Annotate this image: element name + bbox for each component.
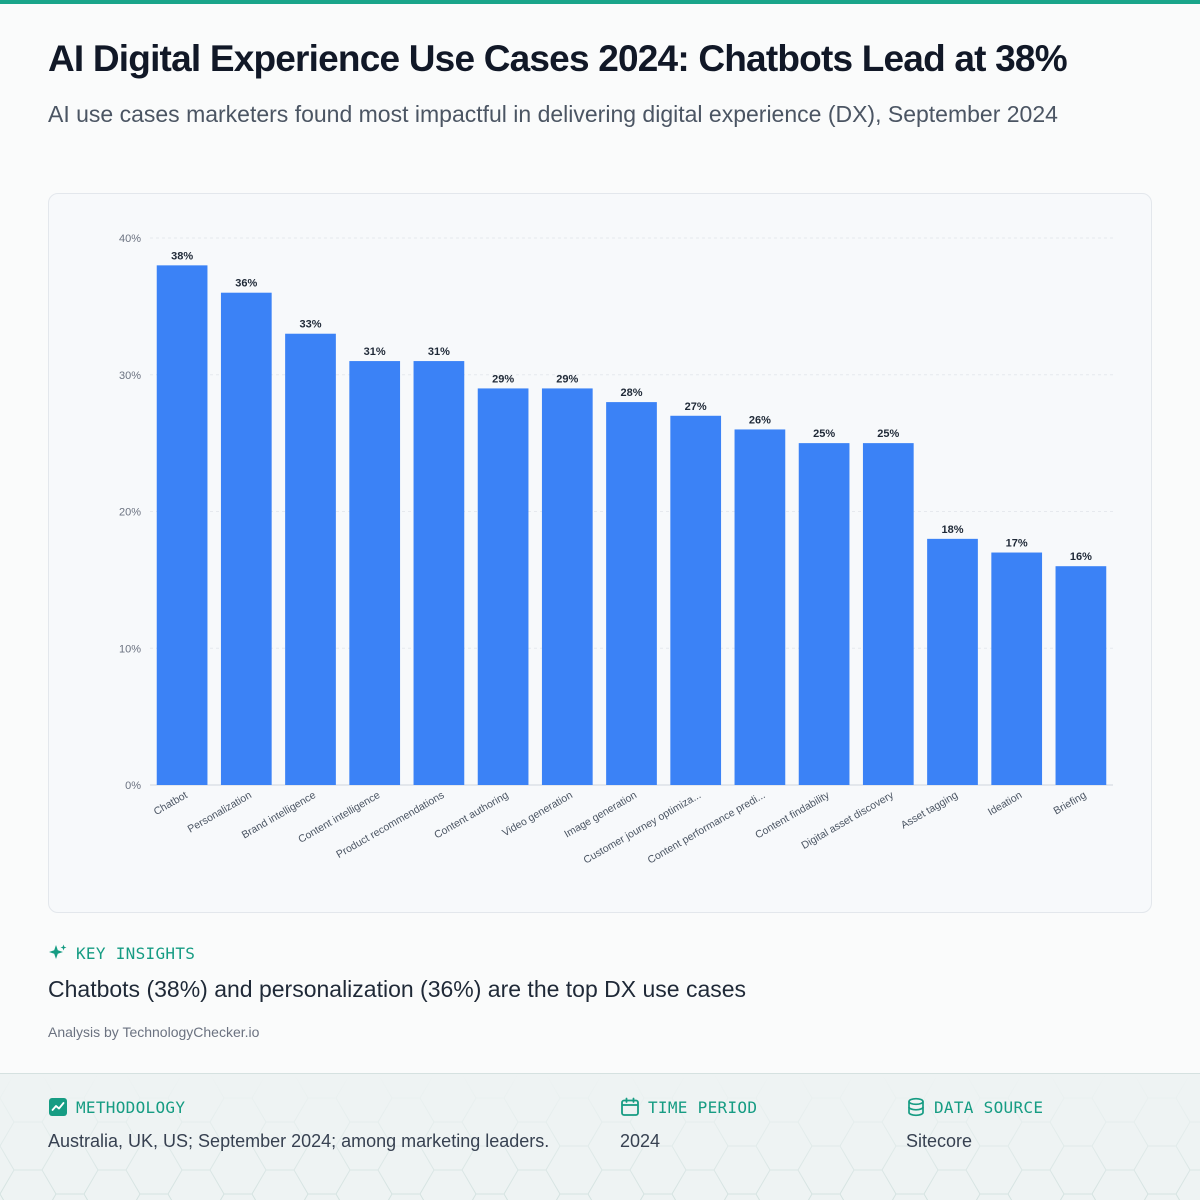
data-source-section: DATA SOURCE Sitecore <box>906 1096 1043 1152</box>
methodology-section: METHODOLOGY Australia, UK, US; September… <box>48 1096 549 1152</box>
x-tick-label: Product recommendations <box>334 789 446 861</box>
bar <box>670 415 722 785</box>
bar-value-label: 31% <box>428 346 450 358</box>
bar-value-label: 29% <box>492 373 514 385</box>
bar-value-label: 36% <box>235 278 257 290</box>
trend-chart-icon <box>49 1098 67 1116</box>
bar <box>285 333 336 785</box>
bar-value-label: 16% <box>1070 551 1092 563</box>
bar <box>798 443 850 785</box>
x-tick-label: Content performance predi... <box>646 789 768 866</box>
chart-card: 0% 10% 20% 30% 40% 38% Chatbot 36% Personalizati… <box>48 193 1152 913</box>
page-subtitle: AI use cases marketers found most impact… <box>48 101 1058 127</box>
calendar-icon <box>621 1097 639 1116</box>
bar-value-label: 25% <box>877 428 899 440</box>
y-tick-label: 40% <box>119 233 141 245</box>
key-insights-label: KEY INSIGHTS <box>76 943 196 963</box>
footer-panel: METHODOLOGY Australia, UK, US; September… <box>0 1073 1200 1200</box>
data-source-value: Sitecore <box>906 1131 973 1151</box>
bar-value-label: 28% <box>620 387 642 399</box>
bar <box>1055 566 1107 785</box>
hexagon-pattern-decoration <box>0 1074 1200 1200</box>
sparkle-icon <box>49 944 67 959</box>
bar <box>927 538 978 785</box>
key-insights-header: KEY INSIGHTS <box>48 942 195 964</box>
bar-value-label: 17% <box>1006 538 1028 550</box>
top-accent-rule <box>0 0 1200 4</box>
bar <box>156 265 208 786</box>
bar <box>220 292 272 785</box>
bar <box>734 429 786 785</box>
bar <box>862 443 914 785</box>
time-period-label: TIME PERIOD <box>648 1097 758 1117</box>
methodology-value: Australia, UK, US; September 2024; among… <box>48 1131 550 1151</box>
time-period-section: TIME PERIOD 2024 <box>620 1096 757 1152</box>
time-period-value: 2024 <box>620 1131 661 1151</box>
bar-value-label: 25% <box>813 428 835 440</box>
x-tick-label: Customer journey optimiza... <box>581 789 703 866</box>
y-tick-label: 10% <box>119 643 141 655</box>
bar-value-label: 26% <box>749 414 771 426</box>
bar-value-label: 27% <box>685 401 707 413</box>
bar <box>413 361 465 785</box>
y-tick-label: 20% <box>119 507 141 519</box>
bar-value-label: 29% <box>556 373 578 385</box>
bar <box>541 388 593 785</box>
methodology-label: METHODOLOGY <box>76 1097 186 1117</box>
x-tick-label: Ideation <box>986 789 1024 818</box>
y-tick-label: 0% <box>125 780 141 792</box>
bar <box>349 361 401 785</box>
bar-value-label: 18% <box>941 524 963 536</box>
bar-value-label: 31% <box>364 346 386 358</box>
bar <box>606 402 657 785</box>
bar <box>991 552 1043 785</box>
page-title: AI Digital Experience Use Cases 2024: Ch… <box>48 38 1068 79</box>
bar-chart: 0%10%20%30%40%38%Chatbot36%Personalizati… <box>119 233 1113 866</box>
database-icon <box>908 1097 924 1117</box>
analysis-credit: Analysis by TechnologyChecker.io <box>48 1024 260 1040</box>
bar <box>477 388 529 785</box>
data-source-label: DATA SOURCE <box>934 1097 1044 1117</box>
x-tick-label: Asset tagging <box>899 789 960 831</box>
x-tick-label: Chatbot <box>152 789 190 818</box>
y-tick-label: 30% <box>119 370 141 382</box>
bar-value-label: 38% <box>171 250 193 262</box>
bar-value-label: 33% <box>299 319 321 331</box>
x-tick-label: Briefing <box>1052 789 1089 817</box>
insight-text: Chatbots (38%) and personalization (36%)… <box>48 976 747 1002</box>
